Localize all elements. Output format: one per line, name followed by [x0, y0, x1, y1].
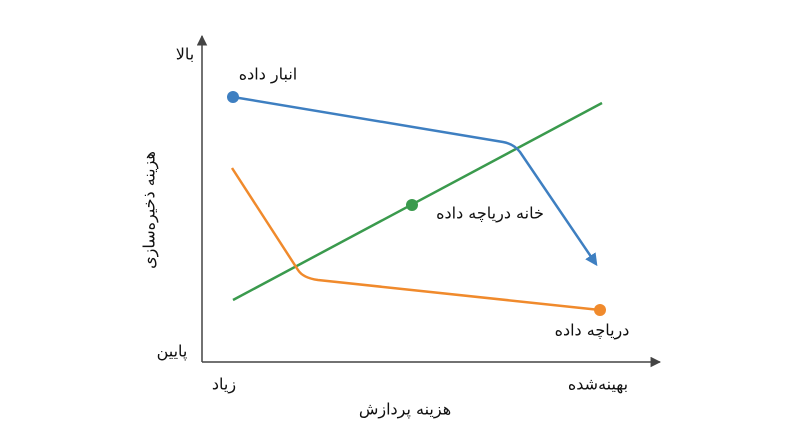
- warehouse-dot: [227, 91, 239, 103]
- y-axis-title: هزینه ذخیره‌سازی: [140, 151, 160, 269]
- x-right-label: بهینه‌شده: [568, 375, 628, 395]
- x-axis-title: هزینه پردازش: [359, 400, 451, 420]
- lake-label: دریاچه داده: [555, 321, 630, 341]
- y-top-label: بالا: [176, 45, 194, 64]
- y-bottom-label: پایین: [157, 342, 188, 362]
- lake-curve: [230, 167, 601, 312]
- warehouse-label: انبار داده: [239, 65, 298, 85]
- lakehouse-dot: [406, 199, 418, 211]
- lakehouse-label: خانه دریاچه داده: [436, 204, 544, 224]
- lakehouse-curve: [232, 101, 603, 302]
- lake-dot: [594, 304, 606, 316]
- warehouse-curve: [232, 95, 598, 267]
- x-left-label: زیاد: [212, 375, 236, 395]
